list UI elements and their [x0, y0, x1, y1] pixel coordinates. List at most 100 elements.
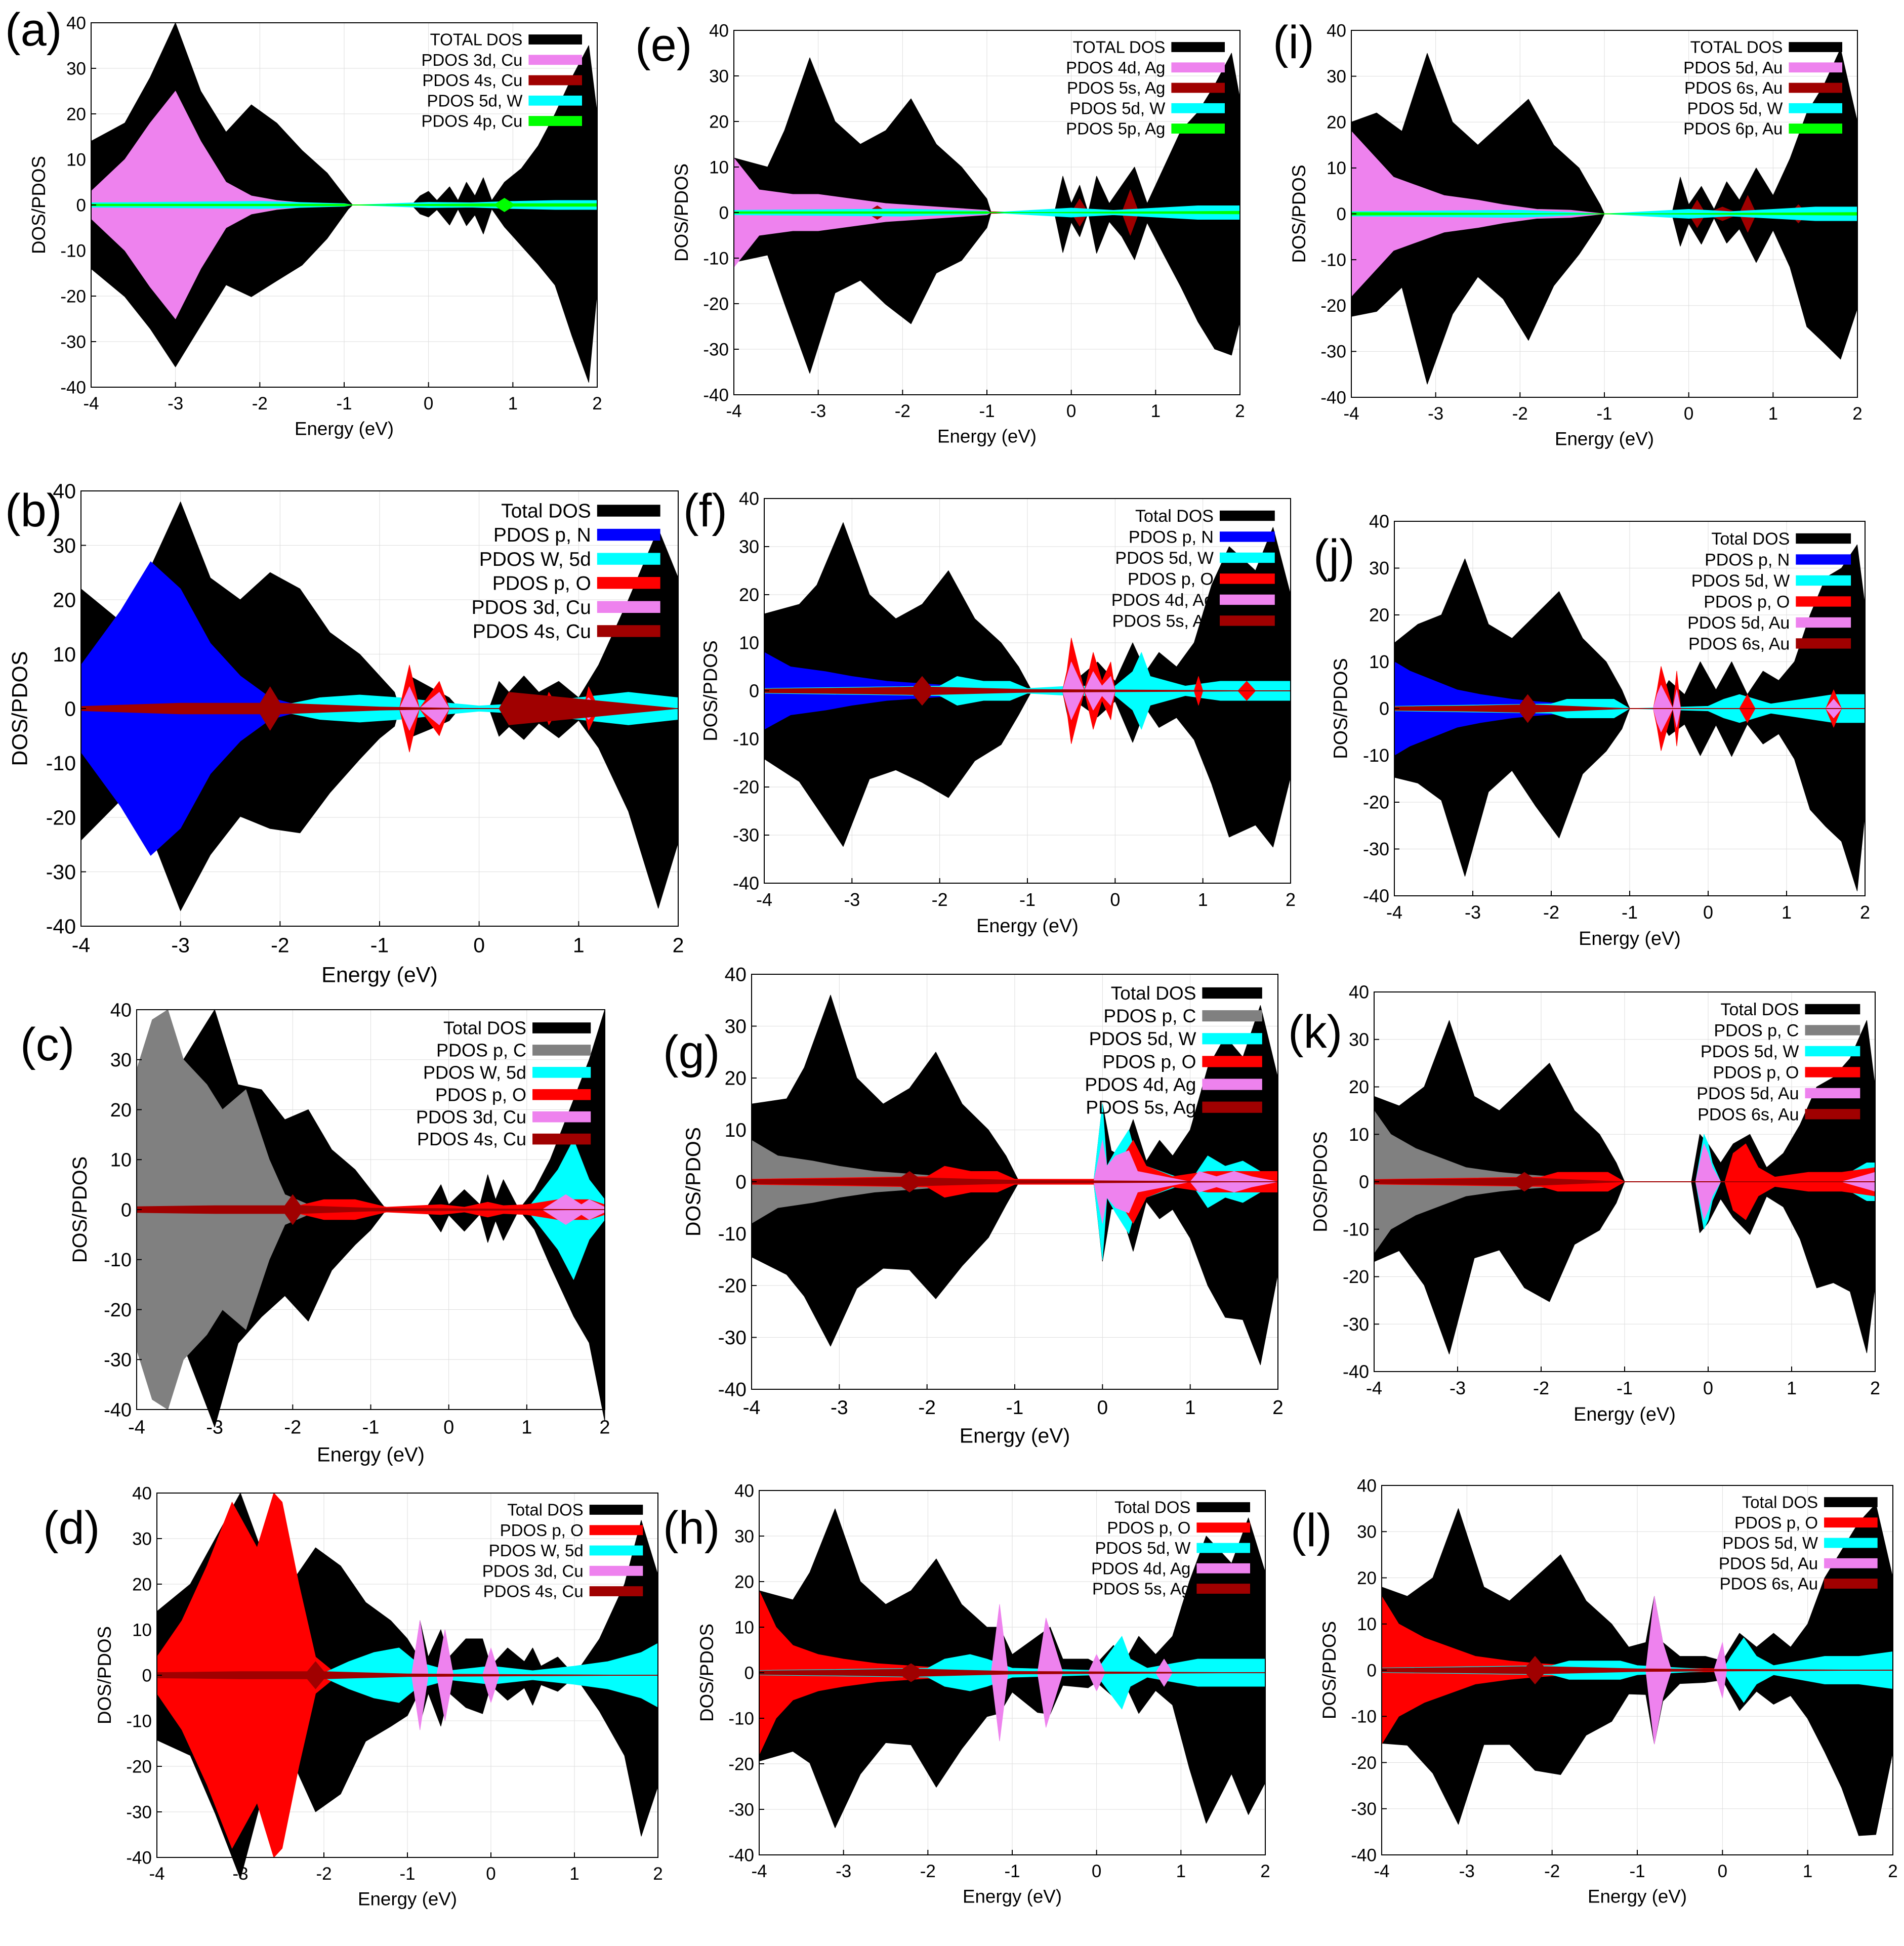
x-tick-label: 2 [592, 394, 602, 413]
legend-swatch [1824, 1579, 1878, 1589]
y-tick-label: -20 [1363, 792, 1389, 813]
legend-swatch [1796, 554, 1851, 565]
x-tick-label: 0 [473, 933, 485, 957]
legend-swatch [532, 1067, 591, 1078]
y-tick-label: -30 [104, 1350, 132, 1371]
y-tick-label: -30 [733, 825, 759, 846]
legend-label: PDOS p, O [1107, 1518, 1190, 1537]
legend-swatch [1220, 615, 1275, 626]
y-tick-label: -30 [703, 340, 729, 359]
x-axis-label: Energy (eV) [976, 916, 1079, 937]
y-tick-label: 30 [132, 1529, 152, 1549]
legend-swatch [532, 1111, 591, 1123]
x-axis-label: Energy (eV) [1579, 928, 1681, 949]
x-tick-label: -1 [362, 1417, 380, 1438]
x-axis-label: Energy (eV) [317, 1444, 425, 1466]
y-tick-label: -40 [104, 1399, 132, 1421]
x-tick-label: 2 [1860, 902, 1870, 923]
x-tick-label: 2 [1272, 1397, 1284, 1419]
y-tick-label: 30 [725, 1016, 747, 1038]
y-tick-label: -30 [728, 1800, 754, 1819]
legend-swatch [1796, 638, 1851, 649]
legend-label: PDOS 5d, W [1115, 549, 1214, 568]
x-tick-label: -4 [1366, 1378, 1382, 1398]
y-tick-label: 40 [53, 479, 76, 503]
legend-swatch [1220, 531, 1275, 542]
x-tick-label: 2 [1286, 889, 1296, 910]
legend-swatch [1789, 103, 1842, 113]
y-tick-label: 40 [734, 1481, 754, 1501]
y-tick-label: 20 [132, 1575, 152, 1594]
legend-label: PDOS 5d, W [1095, 1539, 1191, 1557]
legend-swatch [1805, 1109, 1860, 1120]
legend-swatch [1202, 1010, 1262, 1022]
legend-swatch [1789, 123, 1842, 134]
panel-label: (a) [5, 4, 62, 56]
x-axis-label: Energy (eV) [321, 963, 438, 987]
x-tick-label: -1 [1596, 404, 1612, 424]
legend-swatch [1171, 103, 1225, 113]
x-tick-label: -3 [168, 394, 183, 413]
legend-label: PDOS p, C [1103, 1006, 1196, 1026]
legend-swatch [1171, 123, 1225, 134]
y-tick-label: 30 [1349, 1029, 1369, 1050]
x-tick-label: -2 [895, 401, 910, 421]
legend-swatch [1202, 1056, 1262, 1067]
legend-label: PDOS 6p, Au [1683, 119, 1783, 138]
legend-label: PDOS p, O [500, 1521, 584, 1540]
legend-swatch [1196, 1584, 1250, 1594]
y-tick-label: 30 [1327, 67, 1346, 87]
x-tick-label: 0 [1703, 902, 1713, 923]
y-tick-label: 40 [66, 13, 86, 33]
x-tick-label: 2 [1870, 1378, 1880, 1398]
legend-label: TOTAL DOS [1073, 38, 1166, 57]
x-tick-label: 1 [1803, 1861, 1812, 1881]
x-tick-label: 1 [1185, 1397, 1196, 1419]
x-axis-label: Energy (eV) [295, 419, 394, 439]
x-tick-label: 1 [573, 933, 585, 957]
panel-label: (i) [1273, 17, 1314, 68]
legend-swatch [597, 505, 660, 517]
y-tick-label: 20 [1357, 1568, 1377, 1588]
legend-label: PDOS p, O [1128, 569, 1214, 589]
x-axis-label: Energy (eV) [1574, 1404, 1676, 1425]
legend-label: Total DOS [507, 1501, 583, 1519]
y-tick-label: -20 [1343, 1266, 1369, 1287]
x-tick-label: -1 [1617, 1378, 1633, 1398]
x-tick-label: -4 [756, 889, 772, 910]
y-tick-label: 10 [1357, 1614, 1377, 1634]
legend-swatch [1171, 82, 1225, 93]
y-tick-label: 0 [121, 1199, 132, 1221]
legend-label: PDOS 5d, W [1691, 571, 1790, 591]
legend-label: PDOS 4s, Cu [422, 71, 522, 90]
x-axis-label: Energy (eV) [358, 1889, 457, 1910]
legend-swatch [1202, 1033, 1262, 1045]
x-tick-label: -3 [1428, 404, 1443, 424]
y-tick-label: -40 [718, 1379, 747, 1401]
x-tick-label: -1 [399, 1864, 415, 1884]
legend-label: PDOS 6s, Au [1720, 1575, 1818, 1593]
legend-label: PDOS 3d, Cu [482, 1561, 584, 1580]
legend-label: PDOS 5d, W [1089, 1028, 1196, 1049]
y-tick-label: 0 [1359, 1172, 1369, 1192]
x-tick-label: -3 [1465, 902, 1481, 923]
x-tick-label: -2 [1512, 404, 1528, 424]
y-tick-label: 30 [739, 536, 759, 557]
y-axis-label: DOS/PDOS [8, 651, 32, 766]
y-tick-label: -40 [1351, 1845, 1377, 1865]
y-tick-label: 10 [725, 1120, 747, 1141]
y-tick-label: -30 [1343, 1314, 1369, 1335]
legend-label: PDOS p, O [1734, 1513, 1818, 1532]
y-tick-label: -20 [703, 294, 729, 314]
legend-swatch [589, 1586, 643, 1596]
y-tick-label: -40 [1320, 388, 1346, 407]
x-tick-label: -2 [271, 933, 289, 957]
legend-label: PDOS 5d, W [1701, 1042, 1799, 1061]
